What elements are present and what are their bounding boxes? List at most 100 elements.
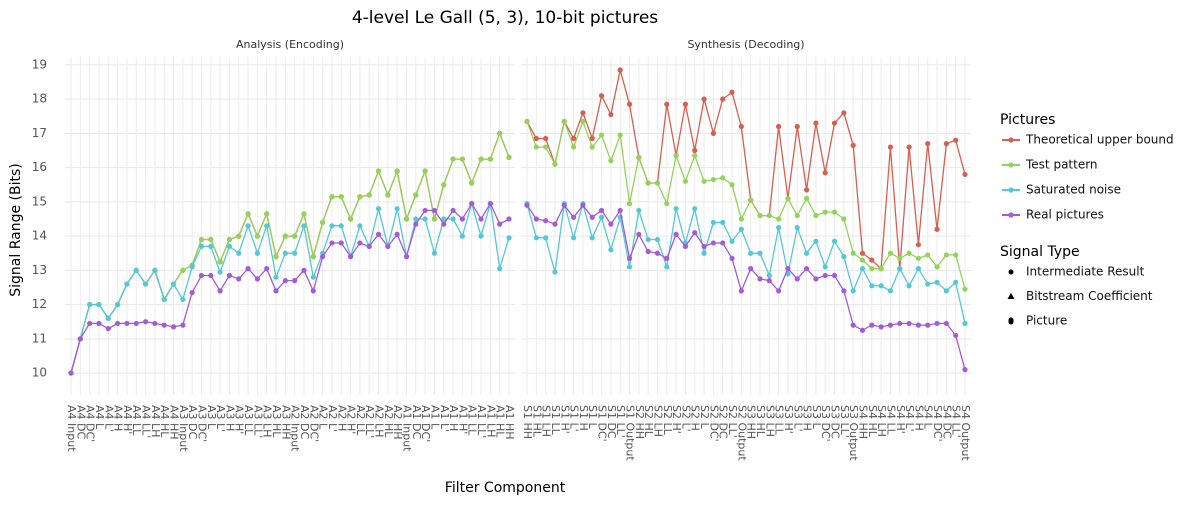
data-point [506,154,512,160]
data-point [654,236,661,243]
data-point [720,175,726,181]
data-point [626,255,633,261]
data-point [608,158,614,164]
data-point [953,332,959,339]
x-tick-label: A3 H' [233,405,246,434]
data-point [859,257,866,263]
data-point [636,207,642,214]
x-tick-label: S1 Output [624,405,637,461]
data-point [273,274,279,280]
x-tick-label: A3 HH [279,405,292,440]
data-point [850,322,856,328]
data-point [897,266,903,272]
data-point [953,137,959,143]
x-tick-label: A4 HL [158,405,171,438]
data-point [561,118,567,124]
panel-background [65,57,515,395]
x-tick-label: A4 H' [121,405,134,434]
data-point [803,250,810,256]
data-point [487,156,493,162]
data-point [794,276,800,282]
data-point [170,324,177,330]
data-point [431,216,438,222]
data-point [757,250,763,256]
data-point [431,207,438,214]
data-point [943,252,949,258]
data-point [375,168,382,174]
data-point [320,254,326,260]
data-point [682,243,689,249]
data-point [589,235,595,241]
data-point [813,212,819,219]
data-point [617,132,623,138]
data-point [441,182,447,188]
data-point [729,255,735,261]
data-point [822,209,828,215]
data-point [906,283,912,289]
x-tick-label: A3 L' [214,405,227,432]
data-point [785,266,791,272]
data-point [524,202,530,208]
data-point [208,243,214,249]
x-tick-label: A4 L' [102,405,115,432]
data-point [682,178,689,184]
y-tick-label: 13 [32,263,47,277]
data-point [357,240,363,246]
x-tick-label: A3 L [205,405,218,430]
data-point [561,202,567,208]
x-tick-label: A1 L [428,405,441,430]
data-point [850,288,856,294]
data-point [813,120,819,126]
data-point [329,194,335,200]
legend-label: Test pattern [1025,158,1098,172]
data-point [292,278,298,284]
data-point [897,255,903,261]
legend-shape [1008,317,1014,325]
data-point [87,301,93,308]
data-point [570,214,577,220]
x-tick-label: A1 HL [494,405,507,438]
legend-title: Signal Type [1000,244,1080,260]
data-point [701,96,707,102]
data-point [133,267,139,273]
data-point [953,279,959,285]
data-point [450,216,456,222]
y-axis-label: Signal Range (Bits) [8,163,24,296]
data-point [413,192,419,198]
data-point [347,254,354,260]
data-point [897,320,903,327]
data-point [254,250,260,256]
x-tick-label: A3 LL [242,405,255,436]
data-point [794,212,800,219]
data-point [497,266,503,272]
legend-label: Intermediate Result [1026,265,1145,279]
data-point [301,223,307,229]
data-point [729,238,735,244]
data-point [487,200,493,207]
data-point [320,219,326,226]
data-point [925,252,931,258]
data-point [906,320,912,327]
data-point [962,320,968,327]
x-tick-label: S3 Output [847,405,860,461]
data-point [803,195,810,202]
data-point [962,286,968,292]
legend-swatch [1008,162,1014,168]
data-point [608,247,614,253]
data-point [301,267,307,273]
data-point [738,226,744,232]
data-point [906,250,912,256]
data-point [664,200,670,207]
x-tick-label: S2 L' [679,405,692,432]
data-point [226,243,233,249]
data-point [375,206,382,212]
data-point [133,320,139,327]
data-point [422,168,428,174]
data-point [813,238,819,244]
x-tick-label: S2 Output [735,405,748,461]
data-point [915,242,922,248]
data-point [692,206,698,212]
data-point [710,130,716,136]
data-point [170,281,177,287]
x-tick-label: S4 H' [894,405,907,434]
